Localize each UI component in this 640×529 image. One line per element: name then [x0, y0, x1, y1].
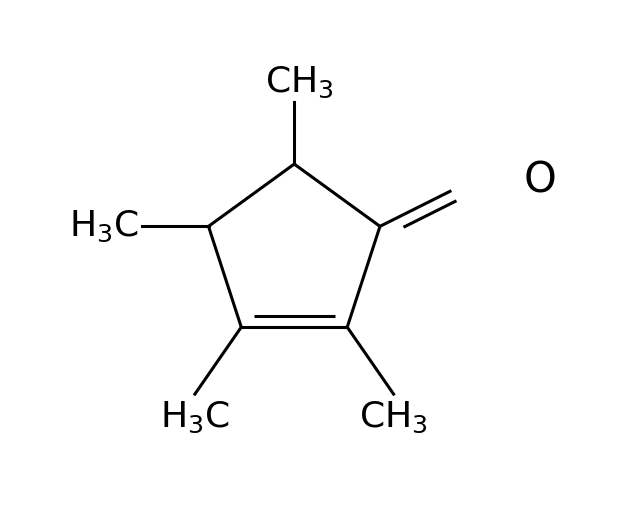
Text: CH$_3$: CH$_3$ [359, 399, 428, 434]
Text: H$_3$C: H$_3$C [160, 399, 230, 434]
Text: CH$_3$: CH$_3$ [265, 65, 334, 99]
Text: O: O [524, 159, 556, 202]
Text: H$_3$C: H$_3$C [69, 209, 139, 244]
